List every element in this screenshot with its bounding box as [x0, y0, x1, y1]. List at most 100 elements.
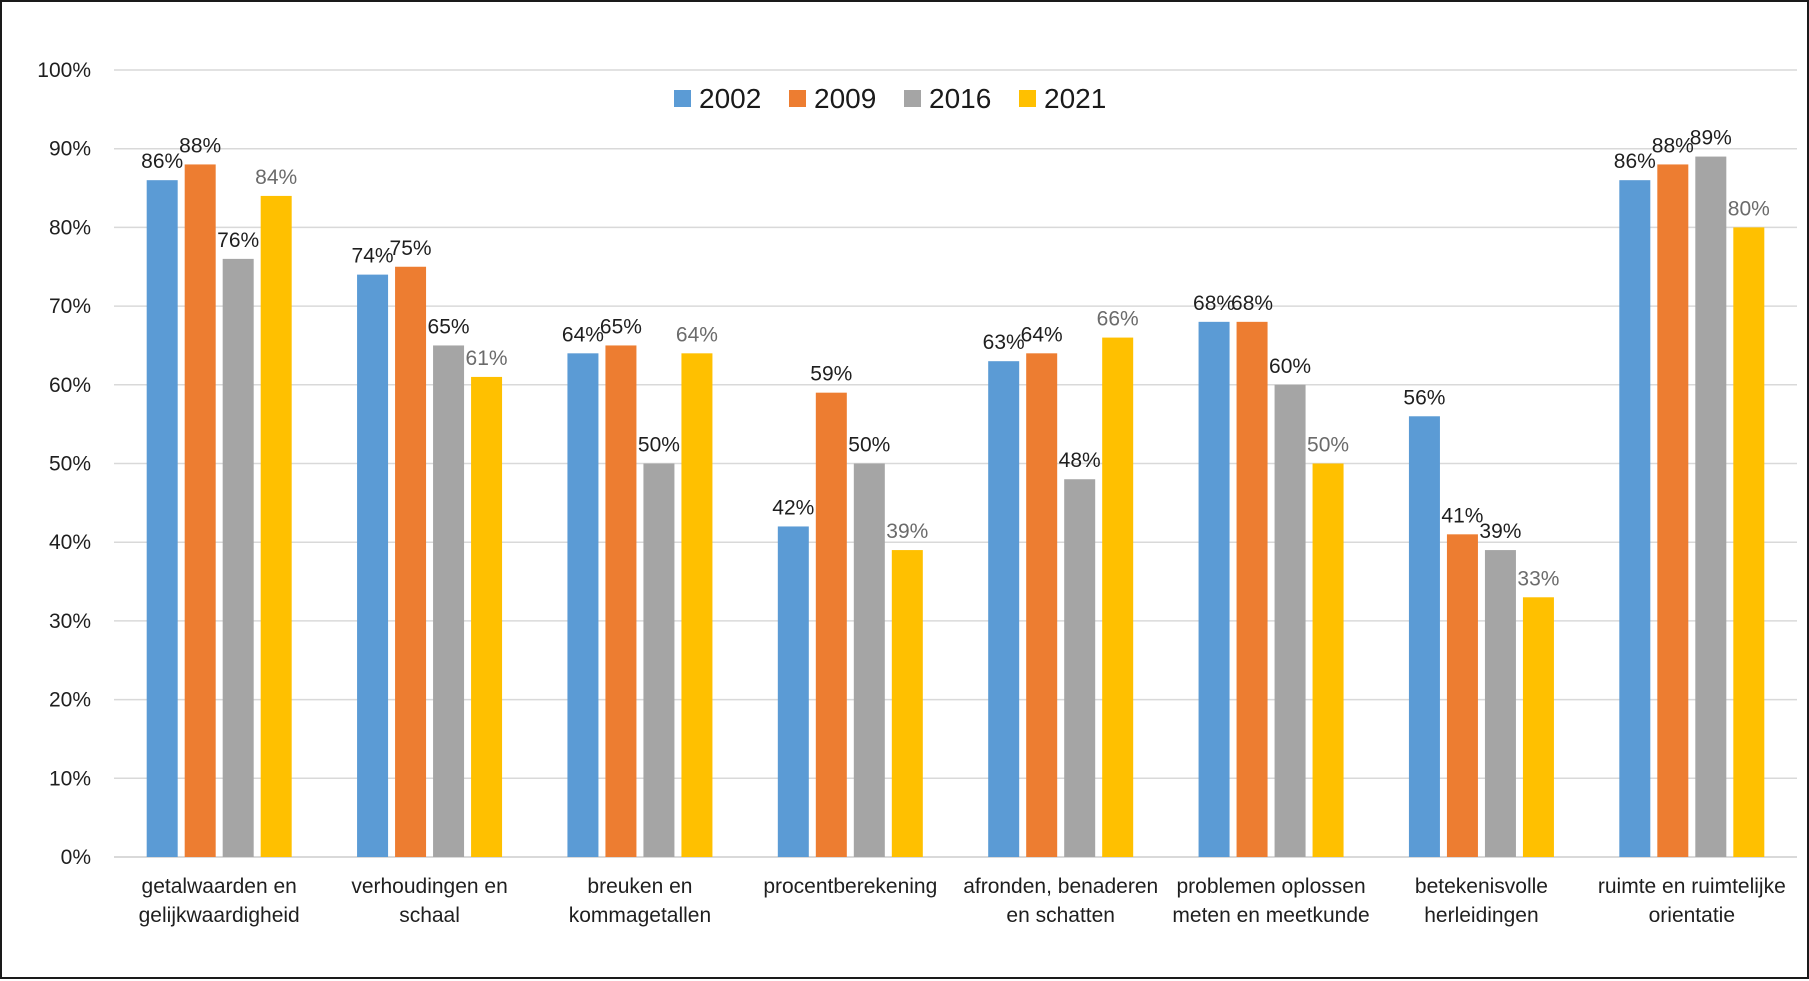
x-axis-category-labels: getalwaarden en gelijkwaardigheid verhoudi…	[139, 875, 1786, 927]
x-category-label: en schatten	[1006, 904, 1115, 927]
bar-2021	[681, 353, 713, 857]
bar-2021	[1102, 337, 1134, 858]
gridlines	[114, 69, 1797, 858]
bar-2016	[1064, 479, 1096, 857]
x-category-label: betekenisvolle	[1415, 875, 1548, 898]
legend-swatch-2009	[789, 90, 806, 107]
bar-2002	[567, 353, 599, 857]
bar-2016	[1695, 156, 1727, 857]
data-label: 65%	[600, 315, 642, 338]
x-category-label: afronden, benaderen	[963, 875, 1158, 898]
data-label: 50%	[1307, 434, 1349, 457]
data-label: 63%	[983, 331, 1025, 354]
bar-2009	[184, 164, 216, 857]
x-category-label: problemen oplossen	[1177, 875, 1366, 898]
y-tick-label: 60%	[49, 374, 91, 397]
bars	[146, 156, 1765, 858]
bar-2016	[853, 463, 885, 857]
bar-2021	[1312, 463, 1344, 857]
legend[interactable]: 2002 2009 2016 2021	[674, 83, 1106, 114]
bar-2009	[1026, 353, 1058, 857]
data-label: 84%	[255, 166, 297, 189]
bar-2009	[1446, 534, 1478, 857]
data-label: 48%	[1059, 449, 1101, 472]
y-tick-label: 100%	[37, 59, 91, 82]
data-label: 56%	[1403, 386, 1445, 409]
bar-2002	[146, 180, 178, 857]
bar-2002	[1408, 416, 1440, 857]
data-label: 65%	[428, 315, 470, 338]
legend-label-2016: 2016	[929, 83, 991, 114]
bar-2009	[395, 266, 427, 857]
bar-2021	[471, 376, 503, 857]
data-label: 61%	[466, 347, 508, 370]
x-category-label: breuken en	[587, 875, 692, 898]
x-category-label: orientatie	[1649, 904, 1735, 927]
x-category-label: meten en meetkunde	[1172, 904, 1369, 927]
x-category-label: gelijkwaardigheid	[139, 904, 300, 927]
x-category-label: ruimte en ruimtelijke	[1598, 875, 1786, 898]
bar-2021	[891, 550, 923, 857]
data-label: 74%	[352, 245, 394, 268]
bar-2016	[643, 463, 675, 857]
data-labels: 86%88%76%84%74%75%65%61%64%65%50%64%42%5…	[141, 127, 1770, 591]
data-label: 89%	[1690, 127, 1732, 150]
y-tick-label: 0%	[61, 846, 91, 869]
data-label: 68%	[1231, 292, 1273, 315]
data-label: 64%	[562, 323, 604, 346]
data-label: 66%	[1097, 308, 1139, 331]
data-label: 59%	[810, 363, 852, 386]
bar-2009	[1236, 321, 1268, 858]
bar-2016	[433, 345, 465, 857]
bar-2021	[1522, 597, 1554, 857]
y-tick-label: 70%	[49, 295, 91, 318]
data-label: 64%	[676, 323, 718, 346]
data-label: 64%	[1021, 323, 1063, 346]
legend-label-2009: 2009	[814, 83, 876, 114]
data-label: 68%	[1193, 292, 1235, 315]
bar-2016	[1484, 550, 1516, 857]
y-tick-label: 50%	[49, 453, 91, 476]
x-category-label: verhoudingen en	[351, 875, 507, 898]
bar-2002	[1619, 180, 1651, 857]
x-category-label: schaal	[399, 904, 460, 927]
data-label: 88%	[1652, 134, 1694, 157]
y-tick-label: 10%	[49, 767, 91, 790]
x-category-label: herleidingen	[1424, 904, 1538, 927]
bar-2009	[815, 392, 847, 857]
bar-2021	[1733, 227, 1765, 857]
data-label: 86%	[141, 150, 183, 173]
x-category-label: getalwaarden en	[142, 875, 297, 898]
data-label: 41%	[1441, 504, 1483, 527]
data-label: 88%	[179, 134, 221, 157]
bar-2009	[1657, 164, 1689, 857]
bar-2002	[988, 361, 1020, 857]
legend-label-2021: 2021	[1044, 83, 1106, 114]
bar-2009	[605, 345, 637, 857]
y-tick-label: 40%	[49, 531, 91, 554]
data-label: 60%	[1269, 355, 1311, 378]
x-category-label: procentberekening	[763, 875, 937, 898]
data-label: 86%	[1614, 150, 1656, 173]
data-label: 33%	[1517, 567, 1559, 590]
bar-2002	[777, 526, 809, 857]
y-tick-label: 20%	[49, 689, 91, 712]
data-label: 50%	[848, 434, 890, 457]
data-label: 42%	[772, 496, 814, 519]
x-category-label: kommagetallen	[569, 904, 711, 927]
y-tick-label: 90%	[49, 138, 91, 161]
bar-2016	[222, 258, 254, 857]
data-label: 50%	[638, 434, 680, 457]
bar-2021	[260, 195, 292, 858]
legend-swatch-2002	[674, 90, 691, 107]
legend-label-2002: 2002	[699, 83, 761, 114]
legend-swatch-2021	[1019, 90, 1036, 107]
data-label: 75%	[390, 237, 432, 260]
bar-2002	[1198, 321, 1230, 858]
bar-2016	[1274, 384, 1306, 857]
legend-swatch-2016	[904, 90, 921, 107]
y-axis-tick-labels: 0% 10% 20% 30% 40% 50% 60% 70% 80% 90% 100%	[37, 59, 91, 869]
data-label: 80%	[1728, 197, 1770, 220]
